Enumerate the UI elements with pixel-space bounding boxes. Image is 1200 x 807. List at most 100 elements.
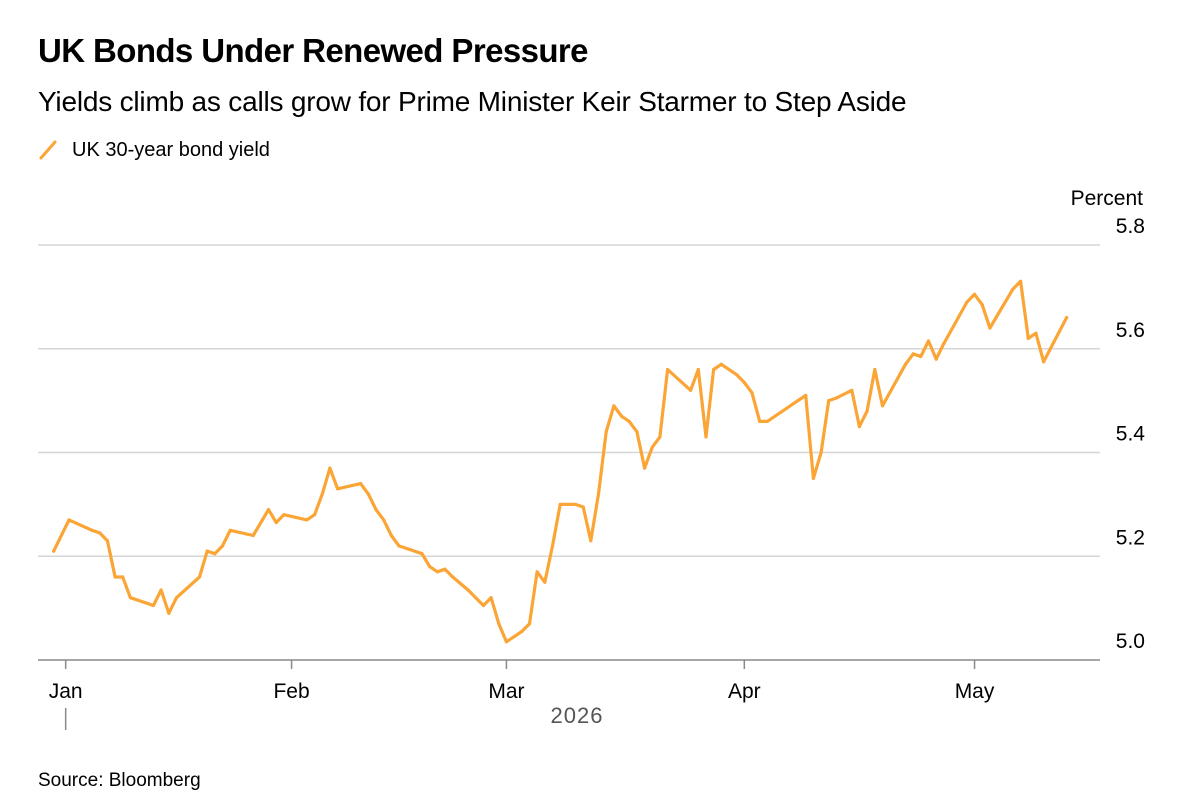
data-point-2026-04-02 bbox=[750, 391, 754, 395]
x-axis-year-label: 2026 bbox=[551, 703, 604, 728]
data-point-2026-02-19 bbox=[428, 565, 432, 569]
data-point-2026-01-29 bbox=[266, 508, 271, 512]
data-point-2026-04-12 bbox=[827, 399, 831, 403]
data-point-2026-03-19 bbox=[643, 466, 647, 470]
data-point-2026-03-06 bbox=[543, 580, 547, 584]
data-point-2026-01-17 bbox=[174, 596, 179, 600]
data-point-2026-05-02 bbox=[980, 303, 984, 307]
gridlines bbox=[38, 244, 1100, 557]
data-point-2026-02-15 bbox=[397, 544, 401, 548]
axis-labels: Percent 2026 5.0 5.2 5.4 5.6 5.8 Jan Feb Mar Apr… bbox=[49, 187, 1146, 728]
data-point-2026-05-07 bbox=[1019, 279, 1023, 283]
data-point-2026-01-16 bbox=[167, 611, 171, 615]
data-point-2026-02-28 bbox=[497, 622, 501, 626]
data-point-2026-01-11 bbox=[128, 596, 132, 600]
data-point-2026-03-31 bbox=[735, 373, 739, 377]
data-point-2026-01-15 bbox=[159, 588, 163, 592]
data-point-2026-01-22 bbox=[213, 552, 217, 556]
data-point-2026-04-04 bbox=[765, 419, 769, 423]
data-point-2026-03-07 bbox=[550, 544, 555, 548]
legend-label: UK 30-year bond yield bbox=[72, 138, 270, 161]
data-point-2026-02-03 bbox=[305, 518, 309, 522]
data-point-2026-02-11 bbox=[366, 492, 370, 496]
data-point-2026-04-27 bbox=[942, 342, 946, 346]
data-point-2026-04-30 bbox=[965, 300, 969, 304]
data-point-2026-01-13 bbox=[144, 601, 148, 605]
data-point-2026-03-03 bbox=[520, 629, 524, 634]
data-point-2026-05-06 bbox=[1011, 287, 1015, 291]
data-point-2026-03-14 bbox=[604, 430, 608, 434]
data-point-2026-05-01 bbox=[972, 292, 977, 296]
data-point-2026-01-03 bbox=[67, 518, 71, 522]
data-point-2026-02-18 bbox=[420, 552, 424, 556]
data-point-2026-01-06 bbox=[90, 528, 94, 532]
data-point-2026-03-12 bbox=[589, 539, 593, 543]
data-point-2026-03-22 bbox=[666, 367, 670, 372]
data-point-2026-01-14 bbox=[151, 603, 155, 608]
data-point-2026-02-07 bbox=[336, 487, 340, 491]
data-point-2026-04-15 bbox=[850, 388, 854, 392]
data-point-2026-04-11 bbox=[819, 450, 823, 455]
data-point-2026-02-26 bbox=[481, 603, 485, 608]
data-point-2026-01-21 bbox=[205, 549, 209, 553]
data-point-2026-03-25 bbox=[689, 388, 693, 392]
data-point-2026-02-22 bbox=[451, 575, 455, 579]
data-point-2026-02-06 bbox=[328, 466, 332, 470]
data-point-2026-03-20 bbox=[650, 445, 654, 449]
x-tick-label-apr: Apr bbox=[728, 680, 761, 703]
data-point-2026-03-26 bbox=[696, 367, 700, 372]
series-layer bbox=[52, 279, 1069, 644]
data-point-2026-01-24 bbox=[228, 528, 232, 532]
data-point-2026-04-18 bbox=[873, 367, 877, 372]
data-point-2026-05-09 bbox=[1034, 331, 1038, 335]
data-point-2026-03-29 bbox=[719, 362, 723, 366]
x-tick-label-mar: Mar bbox=[488, 680, 524, 703]
source-note: Source: Bloomberg bbox=[38, 770, 201, 791]
data-point-2026-03-10 bbox=[573, 502, 578, 506]
data-point-2026-04-08 bbox=[796, 399, 800, 403]
data-point-2026-04-22 bbox=[903, 362, 908, 366]
data-point-2026-05-08 bbox=[1026, 336, 1030, 340]
data-point-2026-02-13 bbox=[382, 518, 386, 522]
data-point-2026-01-30 bbox=[274, 520, 278, 525]
y-tick-label-5.8: 5.8 bbox=[1116, 215, 1145, 238]
data-point-2026-01-08 bbox=[105, 539, 109, 543]
data-point-2026-02-14 bbox=[389, 533, 393, 538]
data-point-2026-04-10 bbox=[811, 476, 816, 480]
data-point-2026-01-27 bbox=[251, 533, 255, 538]
data-point-2026-02-24 bbox=[466, 588, 470, 592]
data-point-2026-01-09 bbox=[113, 575, 117, 579]
data-point-2026-05-13 bbox=[1065, 316, 1069, 320]
data-point-2026-01-23 bbox=[220, 544, 225, 548]
y-tick-label-5: 5.0 bbox=[1116, 630, 1145, 653]
data-point-2026-03-16 bbox=[619, 414, 624, 418]
data-point-2026-01-31 bbox=[282, 513, 286, 517]
x-tick-label-jan: Jan bbox=[49, 680, 83, 703]
y-tick-label-5.2: 5.2 bbox=[1116, 526, 1145, 549]
data-point-2026-03-11 bbox=[581, 505, 585, 509]
data-point-2026-03-28 bbox=[712, 367, 716, 372]
data-point-2026-04-09 bbox=[804, 393, 808, 397]
data-point-2026-04-17 bbox=[865, 409, 869, 413]
x-axis bbox=[38, 659, 1100, 730]
data-point-2026-04-01 bbox=[742, 380, 746, 385]
data-point-2026-03-27 bbox=[704, 435, 708, 439]
data-point-2026-03-04 bbox=[527, 622, 532, 626]
legend: UK 30-year bond yield bbox=[38, 138, 270, 162]
data-point-2026-03-18 bbox=[635, 430, 639, 434]
data-point-2026-01-10 bbox=[121, 575, 125, 579]
data-point-2026-04-16 bbox=[857, 425, 862, 429]
data-point-2026-04-13 bbox=[834, 396, 839, 400]
y-tick-label-5.4: 5.4 bbox=[1116, 423, 1146, 446]
data-point-2026-03-05 bbox=[535, 570, 539, 574]
data-point-2026-02-04 bbox=[313, 513, 317, 517]
y-axis-unit-label: Percent bbox=[1071, 187, 1144, 210]
data-point-2026-05-10 bbox=[1042, 360, 1046, 364]
data-point-2026-03-01 bbox=[504, 640, 508, 644]
data-point-2026-04-25 bbox=[926, 339, 931, 343]
data-point-2026-03-15 bbox=[612, 404, 616, 408]
y-tick-label-5.6: 5.6 bbox=[1116, 319, 1145, 342]
data-point-2026-03-13 bbox=[596, 492, 601, 496]
data-point-2026-02-05 bbox=[320, 492, 324, 496]
